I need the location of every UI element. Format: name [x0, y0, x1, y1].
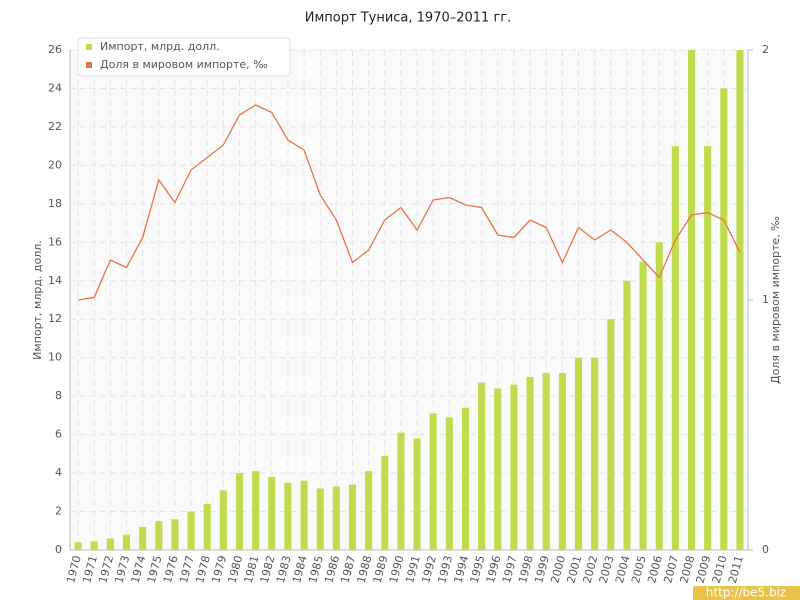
bar [252, 471, 260, 550]
legend-label: Доля в мировом импорте, ‰ [100, 58, 268, 71]
bar [268, 476, 276, 550]
bar [106, 538, 114, 550]
y-tick-label: 16 [48, 235, 62, 248]
chart-title: Импорт Туниса, 1970–2011 гг. [305, 11, 512, 26]
watermark: http://be5.biz [706, 586, 786, 600]
y2-tick-label: 0 [762, 543, 769, 556]
bar [187, 511, 195, 550]
y-tick-label: 10 [48, 351, 62, 364]
legend-swatch [86, 62, 92, 68]
bar [429, 413, 437, 550]
y2-tick-label: 1 [762, 293, 769, 306]
y-axis-label: Импорт, млрд. долл. [31, 240, 44, 360]
bar [704, 146, 712, 550]
bar [542, 373, 550, 550]
bar [720, 88, 728, 550]
bar [623, 280, 631, 550]
legend-box [77, 37, 291, 77]
legend-label: Импорт, млрд. долл. [100, 40, 220, 53]
bar [413, 438, 421, 550]
bar [461, 407, 470, 550]
y-tick-label: 12 [48, 312, 62, 325]
bar [139, 526, 147, 550]
bar [736, 50, 744, 550]
y-tick-label: 24 [48, 81, 62, 94]
bar [591, 357, 599, 550]
y-tick-label: 20 [48, 158, 62, 171]
bar [478, 382, 486, 550]
bar [639, 261, 647, 550]
line [77, 104, 741, 301]
plot-area [70, 50, 748, 550]
bar [558, 373, 566, 550]
y-tick-label: 0 [55, 543, 62, 556]
bar [510, 384, 518, 550]
bar [300, 480, 308, 550]
y-tick-label: 2 [55, 505, 62, 518]
bar [445, 417, 453, 550]
legend-swatch [86, 44, 92, 50]
bar [397, 432, 405, 550]
y-tick-label: 22 [48, 120, 62, 133]
y-tick-label: 4 [55, 466, 62, 479]
bar [574, 357, 583, 550]
y-tick-label: 14 [48, 274, 62, 287]
bar [219, 490, 227, 550]
bar [122, 534, 131, 550]
bar [235, 473, 244, 550]
bar [332, 486, 340, 550]
bar [203, 503, 211, 550]
y-tick-label: 6 [55, 428, 62, 441]
bar [526, 376, 534, 550]
bar [365, 471, 373, 550]
bar [687, 50, 696, 550]
bar [381, 455, 389, 550]
bar [494, 388, 502, 550]
y-tick-label: 26 [48, 43, 62, 56]
y2-axis-label: Доля в мировом импорте, ‰ [769, 216, 782, 384]
bar [348, 484, 357, 550]
bar [655, 242, 663, 551]
y2-tick-label: 2 [762, 43, 769, 56]
bar [171, 519, 179, 550]
bar [90, 541, 98, 550]
y-tick-label: 18 [48, 197, 62, 210]
bar [607, 319, 615, 550]
bar [155, 521, 163, 550]
y-tick-label: 8 [55, 389, 62, 402]
bar [74, 542, 82, 550]
bar [316, 488, 324, 550]
bar [284, 482, 292, 550]
watermark-box [693, 586, 800, 600]
bar [671, 146, 679, 550]
